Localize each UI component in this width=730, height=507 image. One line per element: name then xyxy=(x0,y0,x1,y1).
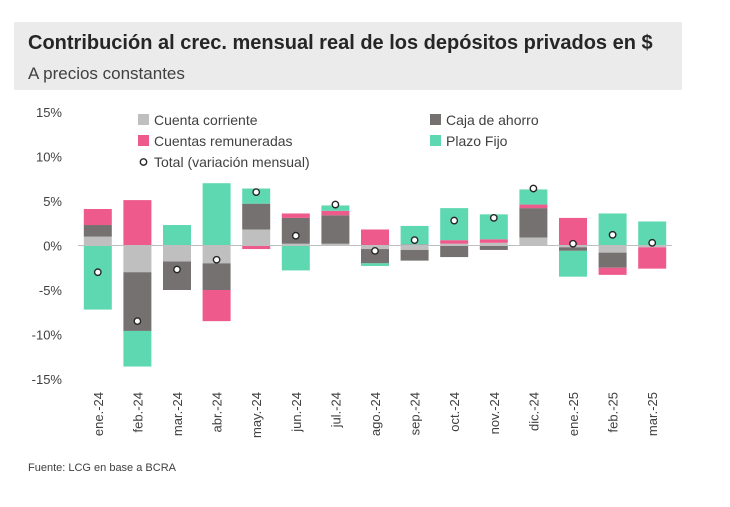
y-tick-label: 15% xyxy=(36,105,62,120)
y-tick-label: 10% xyxy=(36,150,62,165)
x-tick-label: feb.-24 xyxy=(130,392,145,432)
legend-swatch xyxy=(138,114,149,125)
y-tick-label: 5% xyxy=(43,194,62,209)
legend-swatch xyxy=(138,135,149,146)
bar-segment xyxy=(321,215,350,244)
bar-segment xyxy=(242,188,271,204)
y-tick-label: 0% xyxy=(43,239,62,254)
total-marker xyxy=(648,238,657,247)
total-marker xyxy=(291,231,300,240)
bar-segment xyxy=(123,200,152,246)
bar-segment xyxy=(361,263,389,266)
x-tick-label: nov.-24 xyxy=(487,392,502,434)
chart-title: Contribución al crec. mensual real de lo… xyxy=(28,32,653,54)
bar-segment xyxy=(281,243,310,246)
bar-segment xyxy=(598,213,627,246)
bar-segment xyxy=(361,249,389,264)
total-marker xyxy=(371,246,379,255)
legend-label: Cuenta corriente xyxy=(154,112,258,128)
bar-segment xyxy=(281,217,310,244)
bar-segment xyxy=(202,290,231,322)
x-tick-label: sep.-24 xyxy=(408,392,423,435)
legend-swatch xyxy=(430,114,441,125)
chart-header: Contribución al crec. mensual real de lo… xyxy=(14,22,682,90)
bar-segment xyxy=(242,203,271,230)
bar-segment xyxy=(440,243,469,246)
bar-segment xyxy=(123,330,152,367)
bar-segment xyxy=(83,245,112,310)
bar-segment xyxy=(638,247,667,269)
bar-segment xyxy=(400,245,429,250)
x-tick-label: mar.-24 xyxy=(170,392,185,436)
x-tick-label: may.-24 xyxy=(249,392,264,438)
bar-segment xyxy=(519,208,548,238)
bar-segment xyxy=(281,245,310,271)
bar-segment xyxy=(519,204,548,209)
bar-segment xyxy=(83,225,112,237)
x-tick-label: mar.-25 xyxy=(645,392,660,436)
total-marker xyxy=(569,239,577,248)
bar-segment xyxy=(361,229,389,246)
total-marker xyxy=(608,230,617,239)
total-marker xyxy=(173,265,181,274)
x-tick-label: jun.-24 xyxy=(289,392,304,433)
x-tick-label: ago.-24 xyxy=(368,392,383,436)
bar-segment xyxy=(242,245,271,250)
chart-source: Fuente: LCG en base a BCRA xyxy=(28,462,176,474)
bar-segment xyxy=(598,252,627,268)
y-tick-label: -15% xyxy=(32,372,63,387)
x-tick-label: feb.-25 xyxy=(606,392,621,432)
total-marker xyxy=(133,317,142,326)
y-tick-label: -10% xyxy=(32,328,63,343)
bar-segment xyxy=(440,245,469,258)
bar-segment xyxy=(598,267,627,275)
x-tick-label: ene.-24 xyxy=(91,392,106,436)
total-marker xyxy=(410,236,419,245)
bar-segment xyxy=(479,239,508,243)
bar-segment xyxy=(163,225,191,246)
total-marker xyxy=(331,200,340,209)
bar-segment xyxy=(400,225,429,245)
legend-label: Total (variación mensual) xyxy=(154,154,310,170)
bar-segment xyxy=(559,247,587,251)
bar-segment xyxy=(519,189,548,205)
bar-segment xyxy=(163,245,191,262)
bar-segment xyxy=(479,245,508,250)
total-marker xyxy=(212,255,221,264)
bar-segment xyxy=(479,242,508,246)
bar-segment xyxy=(281,213,310,218)
bar-segment xyxy=(440,240,469,244)
total-marker xyxy=(450,216,459,225)
legend-label: Cuentas remuneradas xyxy=(154,133,293,149)
x-tick-label: oct.-24 xyxy=(447,392,462,432)
x-tick-label: jul.-24 xyxy=(328,392,343,428)
total-marker xyxy=(93,268,102,277)
legend-label: Plazo Fijo xyxy=(446,133,508,149)
bar-segment xyxy=(83,209,112,226)
bar-segment xyxy=(598,245,627,253)
x-tick-label: dic.-24 xyxy=(526,392,541,431)
bar-segment xyxy=(83,236,112,246)
bar-segment xyxy=(123,245,152,273)
legend-label: Caja de ahorro xyxy=(446,112,539,128)
bar-segment xyxy=(400,249,429,261)
chart-subtitle: A precios constantes xyxy=(28,64,185,83)
bar-segment xyxy=(321,243,350,246)
bar-segment xyxy=(559,250,587,277)
legend-total-marker xyxy=(139,158,148,166)
y-tick-label: -5% xyxy=(39,283,63,298)
bar-segment xyxy=(202,245,231,264)
bar-segment xyxy=(202,183,231,246)
x-tick-label: ene.-25 xyxy=(566,392,581,436)
total-marker xyxy=(252,188,261,197)
bar-segment xyxy=(321,210,350,216)
x-tick-label: abr.-24 xyxy=(210,392,225,432)
total-marker xyxy=(529,184,538,193)
bar-segment xyxy=(202,263,231,290)
bar-segment xyxy=(242,229,271,246)
legend-swatch xyxy=(430,135,441,146)
total-marker xyxy=(489,214,498,222)
bar-segment xyxy=(519,237,548,246)
